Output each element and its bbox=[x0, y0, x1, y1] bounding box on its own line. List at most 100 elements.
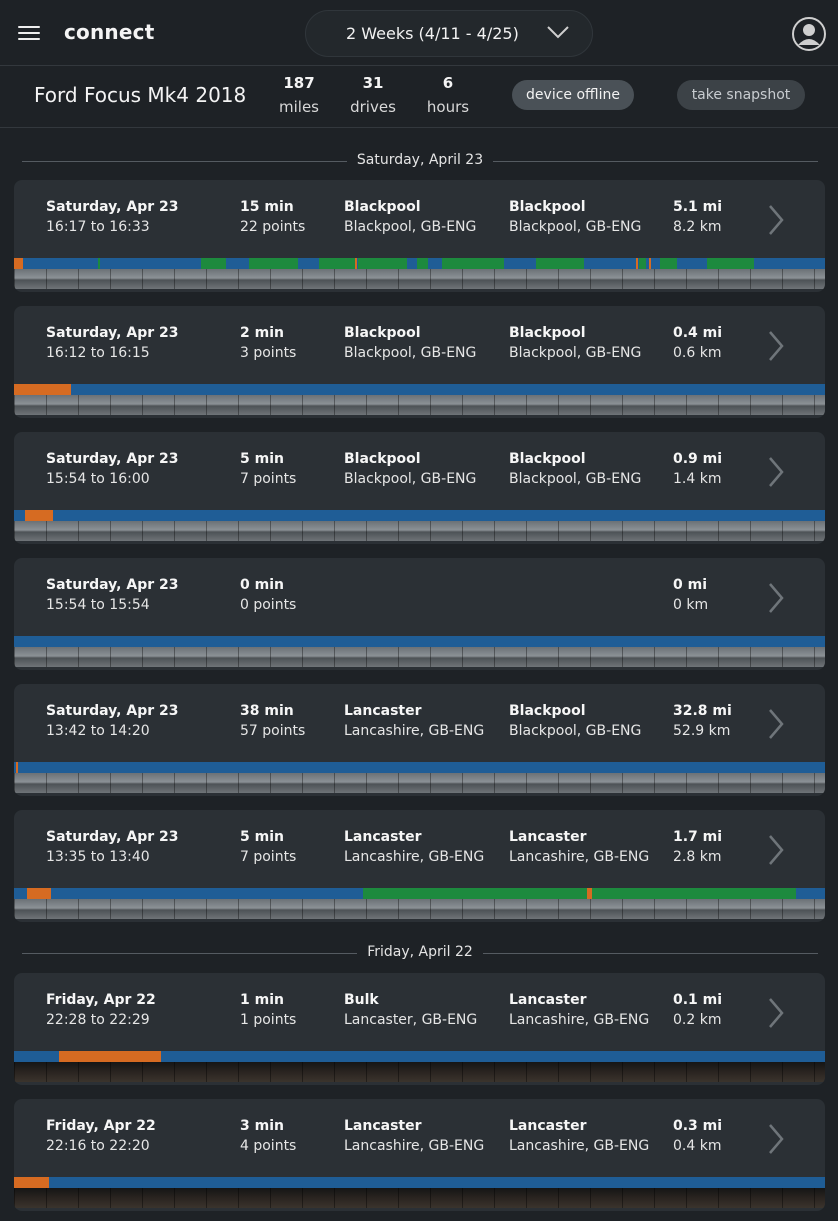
drive-duration: 5 min 7 points bbox=[240, 827, 296, 867]
account-icon[interactable] bbox=[791, 16, 827, 52]
stat-miles-label: miles bbox=[279, 98, 319, 116]
drive-time: 13:42 to 14:20 bbox=[46, 723, 150, 739]
timeline-segment-green bbox=[536, 258, 585, 269]
chevron-right-icon[interactable] bbox=[766, 997, 786, 1029]
drive-date: Saturday, Apr 23 bbox=[46, 451, 179, 467]
timeline-segment-orange bbox=[587, 888, 593, 899]
date-range-select[interactable]: 2 Weeks (4/11 - 4/25) bbox=[305, 10, 593, 57]
drive-duration: 5 min 7 points bbox=[240, 449, 296, 489]
stat-miles: 187 miles bbox=[274, 74, 324, 116]
drive-duration: 3 min 4 points bbox=[240, 1116, 296, 1156]
drive-card[interactable]: Friday, Apr 22 22:28 to 22:29 1 min 1 po… bbox=[14, 973, 825, 1085]
drive-timeline[interactable] bbox=[14, 1051, 825, 1062]
chevron-right-icon[interactable] bbox=[766, 456, 786, 488]
drive-timeline[interactable] bbox=[14, 888, 825, 899]
drive-timeline[interactable] bbox=[14, 1177, 825, 1188]
origin-place: Lancaster bbox=[344, 703, 422, 719]
timeline-segment-green bbox=[249, 258, 298, 269]
drive-thumbnails[interactable] bbox=[14, 773, 825, 793]
timeline-segment-green bbox=[318, 258, 355, 269]
chevron-down-icon bbox=[547, 26, 569, 39]
drive-thumbnails[interactable] bbox=[14, 899, 825, 919]
divider-line bbox=[488, 161, 818, 162]
drive-card[interactable]: Friday, Apr 22 22:16 to 22:20 3 min 4 po… bbox=[14, 1099, 825, 1211]
drive-timeline[interactable] bbox=[14, 636, 825, 647]
drive-card[interactable]: Saturday, Apr 23 16:12 to 16:15 2 min 3 … bbox=[14, 306, 825, 418]
destination-region: Blackpool, GB-ENG bbox=[509, 471, 642, 487]
drive-thumbnails[interactable] bbox=[14, 1188, 825, 1208]
origin-place: Lancaster bbox=[344, 829, 422, 845]
drive-distance: 5.1 mi 8.2 km bbox=[673, 197, 722, 237]
distance-km: 52.9 km bbox=[673, 723, 731, 739]
drive-distance: 0.4 mi 0.6 km bbox=[673, 323, 722, 363]
drive-thumbnails[interactable] bbox=[14, 395, 825, 415]
device-status-badge: device offline bbox=[512, 80, 634, 110]
drive-card[interactable]: Saturday, Apr 23 16:17 to 16:33 15 min 2… bbox=[14, 180, 825, 292]
chevron-right-icon[interactable] bbox=[766, 204, 786, 236]
chevron-right-icon[interactable] bbox=[766, 834, 786, 866]
drive-duration: 15 min 22 points bbox=[240, 197, 305, 237]
drive-points: 1 points bbox=[240, 1012, 297, 1028]
menu-icon[interactable] bbox=[18, 22, 40, 44]
timeline-segment-green bbox=[98, 258, 101, 269]
drive-points: 0 points bbox=[240, 597, 297, 613]
timeline-segment-green bbox=[200, 258, 227, 269]
drive-datetime: Saturday, Apr 23 13:42 to 14:20 bbox=[46, 701, 178, 741]
timeline-segment-green bbox=[417, 258, 428, 269]
drive-distance: 0.3 mi 0.4 km bbox=[673, 1116, 722, 1156]
drive-origin: Lancaster Lancashire, GB-ENG bbox=[344, 701, 484, 741]
drive-timeline[interactable] bbox=[14, 510, 825, 521]
drive-time: 15:54 to 15:54 bbox=[46, 597, 150, 613]
drive-thumbnails[interactable] bbox=[14, 269, 825, 289]
distance-miles: 0 mi bbox=[673, 577, 708, 593]
drive-timeline[interactable] bbox=[14, 384, 825, 395]
drive-timeline[interactable] bbox=[14, 258, 825, 269]
destination-place: Blackpool bbox=[509, 325, 586, 341]
timeline-segment-green bbox=[707, 258, 755, 269]
drive-datetime: Saturday, Apr 23 16:12 to 16:15 bbox=[46, 323, 178, 363]
chevron-right-icon[interactable] bbox=[766, 330, 786, 362]
drive-duration-value: 2 min bbox=[240, 325, 284, 341]
take-snapshot-button[interactable]: take snapshot bbox=[677, 80, 805, 110]
origin-region: Lancashire, GB-ENG bbox=[344, 849, 485, 865]
chevron-right-icon[interactable] bbox=[766, 1123, 786, 1155]
day-divider: Friday, April 22 bbox=[22, 944, 818, 964]
drive-timeline[interactable] bbox=[14, 762, 825, 773]
drive-points: 4 points bbox=[240, 1138, 297, 1154]
distance-km: 0 km bbox=[673, 597, 709, 613]
drive-points: 7 points bbox=[240, 849, 297, 865]
drive-datetime: Friday, Apr 22 22:28 to 22:29 bbox=[46, 990, 156, 1030]
drive-origin: Blackpool Blackpool, GB-ENG bbox=[344, 449, 476, 489]
distance-miles: 0.3 mi bbox=[673, 1118, 723, 1134]
drive-thumbnails[interactable] bbox=[14, 647, 825, 667]
drive-thumbnails[interactable] bbox=[14, 1062, 825, 1082]
timeline-segment-orange bbox=[15, 762, 19, 773]
destination-place: Lancaster bbox=[509, 829, 587, 845]
drive-origin: Blackpool Blackpool, GB-ENG bbox=[344, 197, 476, 237]
drive-datetime: Saturday, Apr 23 13:35 to 13:40 bbox=[46, 827, 178, 867]
drive-points: 22 points bbox=[240, 219, 306, 235]
drive-date: Saturday, Apr 23 bbox=[46, 577, 179, 593]
timeline-segment-green bbox=[592, 888, 796, 899]
timeline-segment-green bbox=[639, 258, 646, 269]
drive-origin: Lancaster Lancashire, GB-ENG bbox=[344, 827, 484, 867]
timeline-segment-orange bbox=[649, 258, 652, 269]
drive-time: 13:35 to 13:40 bbox=[46, 849, 150, 865]
drive-points: 7 points bbox=[240, 471, 297, 487]
drive-card[interactable]: Saturday, Apr 23 15:54 to 16:00 5 min 7 … bbox=[14, 432, 825, 544]
drive-time: 16:17 to 16:33 bbox=[46, 219, 150, 235]
drive-thumbnails[interactable] bbox=[14, 521, 825, 541]
timeline-segment-orange bbox=[58, 1051, 161, 1062]
chevron-right-icon[interactable] bbox=[766, 708, 786, 740]
day-divider: Saturday, April 23 bbox=[22, 152, 818, 172]
top-bar: connect 2 Weeks (4/11 - 4/25) bbox=[0, 0, 838, 66]
origin-place: Blackpool bbox=[344, 199, 421, 215]
drive-card[interactable]: Saturday, Apr 23 13:35 to 13:40 5 min 7 … bbox=[14, 810, 825, 922]
timeline-segment-orange bbox=[14, 258, 23, 269]
drive-card[interactable]: Saturday, Apr 23 13:42 to 14:20 38 min 5… bbox=[14, 684, 825, 796]
chevron-right-icon[interactable] bbox=[766, 582, 786, 614]
origin-place: Bulk bbox=[344, 992, 379, 1008]
drive-card[interactable]: Saturday, Apr 23 15:54 to 15:54 0 min 0 … bbox=[14, 558, 825, 670]
drive-time: 16:12 to 16:15 bbox=[46, 345, 150, 361]
brand-title: connect bbox=[64, 20, 155, 44]
